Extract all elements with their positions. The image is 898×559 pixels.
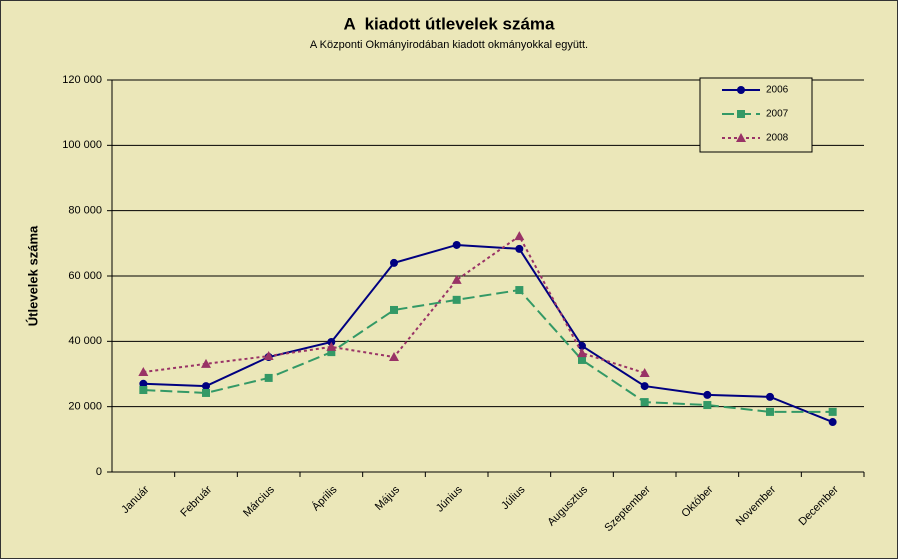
marker: [327, 348, 336, 357]
marker: [202, 382, 210, 391]
marker: [263, 351, 274, 361]
marker: [201, 358, 211, 368]
chart-subtitle: A Központi Okmányirodában kiadott okmány…: [310, 39, 588, 51]
marker: [326, 341, 337, 351]
marker: [577, 348, 587, 358]
legend-label: 2006: [766, 85, 789, 96]
marker: [703, 401, 712, 410]
legend-label: 2007: [766, 109, 789, 120]
marker: [202, 388, 210, 397]
legend-label: 2008: [766, 133, 789, 144]
marker: [390, 258, 398, 267]
marker: [264, 373, 273, 382]
marker: [640, 382, 649, 391]
series: [139, 286, 837, 416]
marker: [139, 379, 148, 388]
series: [138, 231, 650, 378]
marker: [515, 244, 524, 253]
marker: [389, 352, 399, 362]
y-tick-label: 40 000: [68, 335, 102, 347]
marker: [390, 305, 398, 314]
marker: [828, 418, 837, 427]
marker: [139, 386, 148, 395]
marker: [452, 295, 461, 304]
marker: [639, 368, 650, 378]
y-tick-label: 100 000: [62, 139, 102, 151]
chart-title: A kiadott útlevelek száma: [343, 14, 555, 33]
marker: [452, 240, 461, 249]
marker: [578, 355, 586, 364]
marker: [828, 407, 837, 416]
marker: [766, 392, 774, 401]
y-tick-label: 120 000: [62, 74, 102, 86]
marker: [737, 110, 745, 118]
marker: [640, 398, 649, 407]
marker: [766, 407, 774, 416]
marker: [514, 231, 525, 241]
marker: [736, 133, 746, 142]
marker: [578, 341, 586, 350]
marker: [703, 390, 712, 399]
y-tick-label: 0: [96, 466, 102, 478]
series-line: [143, 243, 834, 423]
marker: [138, 367, 149, 377]
y-tick-label: 80 000: [68, 205, 102, 217]
marker: [737, 86, 745, 94]
series-line: [143, 288, 833, 413]
y-tick-label: 60 000: [68, 270, 102, 282]
marker: [451, 274, 462, 284]
y-axis-label: Útlevelek száma: [25, 225, 40, 326]
marker: [515, 286, 524, 295]
y-tick-label: 20 000: [68, 401, 102, 413]
